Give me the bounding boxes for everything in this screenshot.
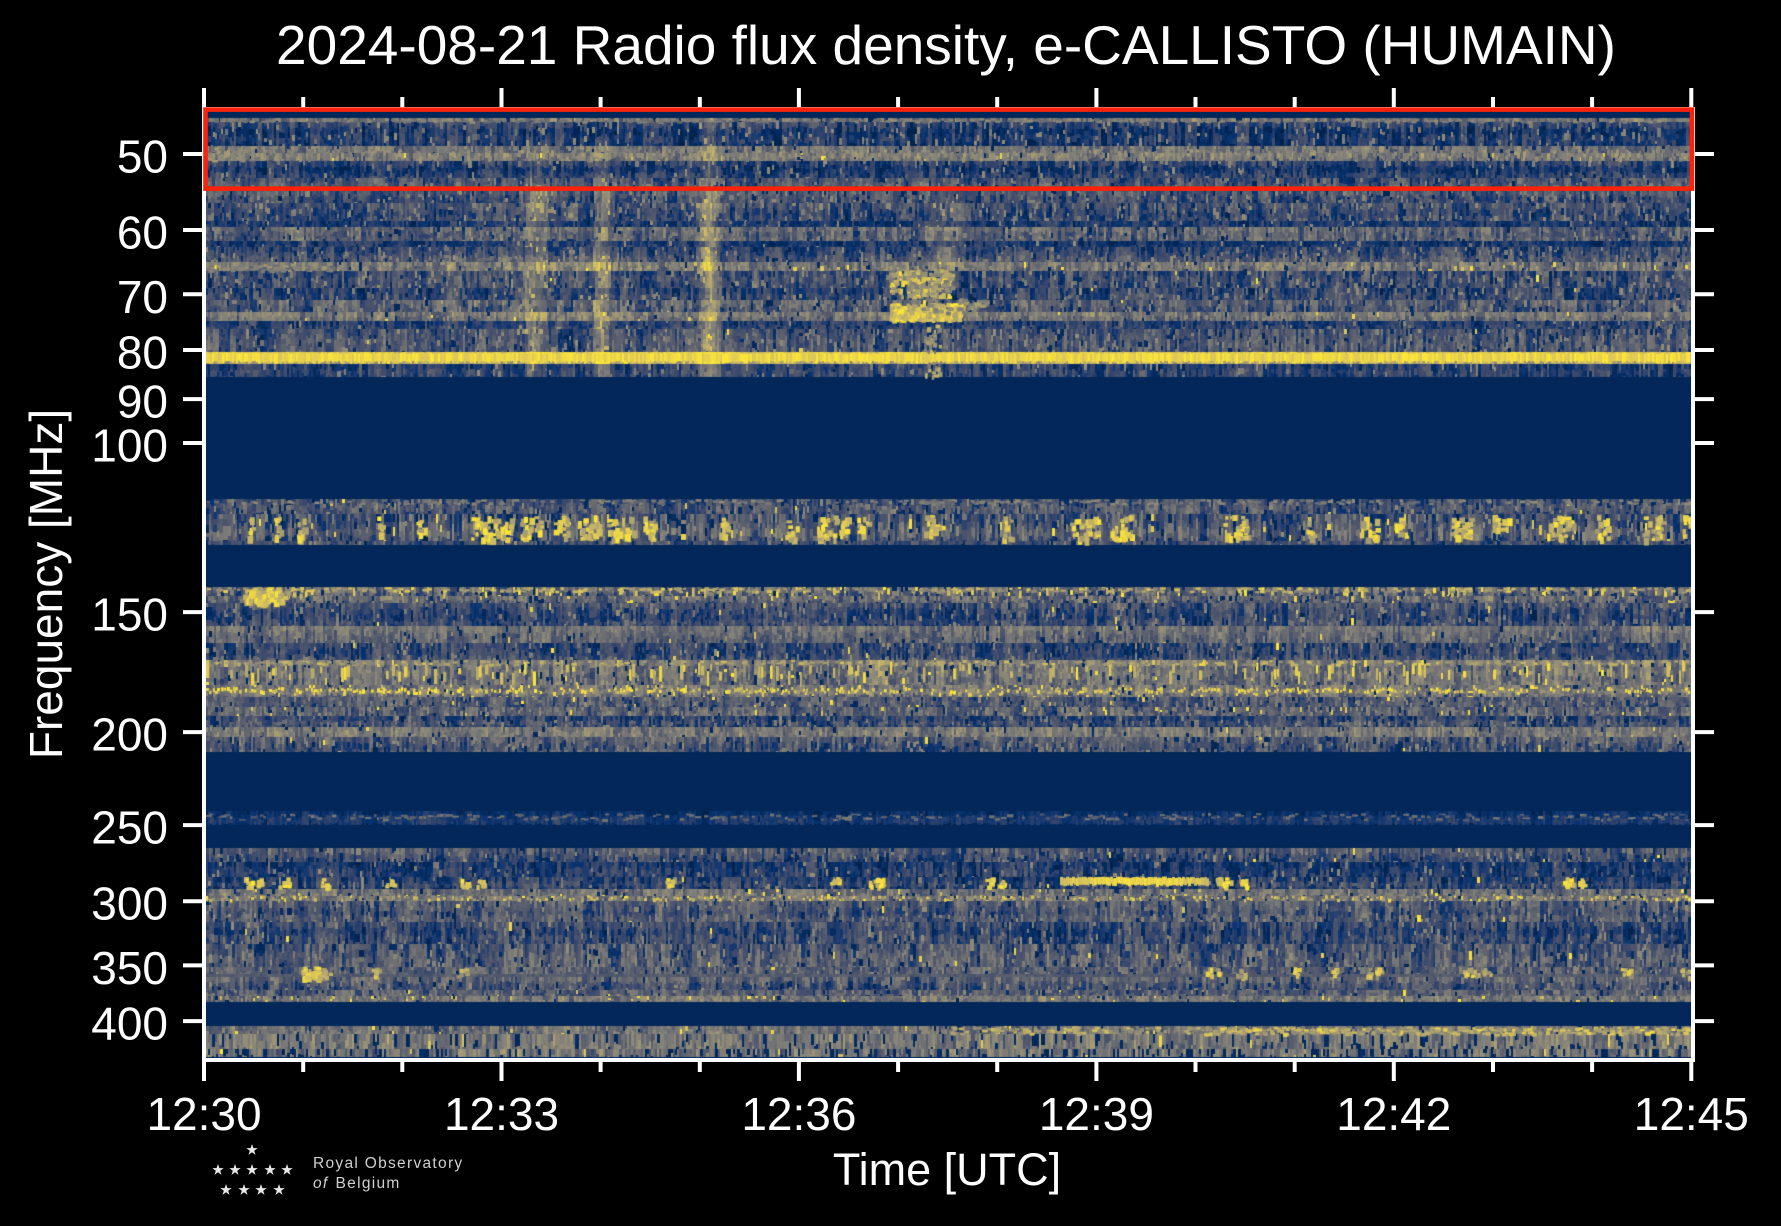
svg-text:12:33: 12:33 [444, 1088, 559, 1140]
svg-text:150: 150 [91, 589, 168, 641]
svg-text:60: 60 [117, 207, 168, 259]
svg-text:90: 90 [117, 376, 168, 428]
svg-text:100: 100 [91, 420, 168, 472]
svg-text:70: 70 [117, 271, 168, 323]
svg-text:80: 80 [117, 327, 168, 379]
svg-text:250: 250 [91, 802, 168, 854]
svg-text:12:39: 12:39 [1039, 1088, 1154, 1140]
svg-text:12:42: 12:42 [1336, 1088, 1451, 1140]
svg-text:350: 350 [91, 942, 168, 994]
svg-text:12:45: 12:45 [1634, 1088, 1749, 1140]
svg-text:300: 300 [91, 878, 168, 930]
svg-text:200: 200 [91, 709, 168, 761]
svg-text:12:36: 12:36 [741, 1088, 856, 1140]
svg-text:Royal Observatory: Royal Observatory [313, 1155, 463, 1172]
svg-text:2024-08-21 Radio flux density,: 2024-08-21 Radio flux density, e-CALLIST… [276, 14, 1616, 76]
svg-text:Frequency [MHz]: Frequency [MHz] [20, 409, 72, 759]
svg-text:400: 400 [91, 998, 168, 1050]
svg-text:12:30: 12:30 [146, 1088, 261, 1140]
svg-text:50: 50 [117, 131, 168, 183]
svg-text:Time [UTC]: Time [UTC] [833, 1144, 1061, 1195]
